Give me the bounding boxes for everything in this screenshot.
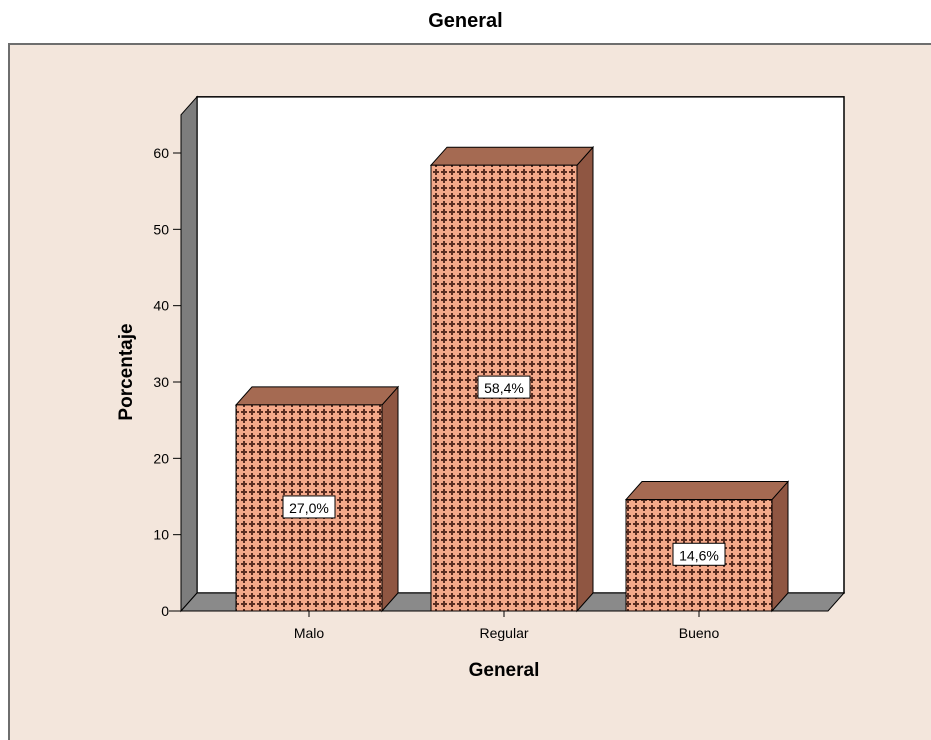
bar-side — [381, 385, 399, 613]
data-label: 58,4% — [484, 380, 524, 396]
x-tick-label: Regular — [479, 625, 528, 641]
data-label-box — [282, 495, 336, 519]
bar-top — [429, 146, 595, 166]
y-axis-label: Porcentaje — [116, 323, 137, 420]
bar-side — [576, 145, 594, 613]
y-tick-label: 60 — [153, 145, 169, 161]
plot-left-wall — [180, 95, 198, 613]
y-tick-label: 0 — [161, 603, 169, 619]
y-tick-label: 50 — [153, 221, 169, 237]
chart-title: General — [428, 10, 503, 32]
x-axis-label: General — [469, 660, 540, 681]
y-tick-label: 20 — [153, 450, 169, 466]
x-tick-label: Malo — [294, 625, 325, 641]
y-tick-label: 40 — [153, 298, 169, 314]
data-label-box — [477, 375, 531, 399]
data-label: 27,0% — [289, 500, 329, 516]
bar-top — [234, 386, 400, 406]
y-tick-label: 30 — [153, 374, 169, 390]
bar-top — [624, 481, 790, 501]
y-tick-label: 10 — [153, 527, 169, 543]
data-label: 14,6% — [679, 547, 719, 563]
bar-side — [771, 480, 789, 613]
x-tick-label: Bueno — [679, 625, 720, 641]
data-label-box — [672, 542, 726, 566]
